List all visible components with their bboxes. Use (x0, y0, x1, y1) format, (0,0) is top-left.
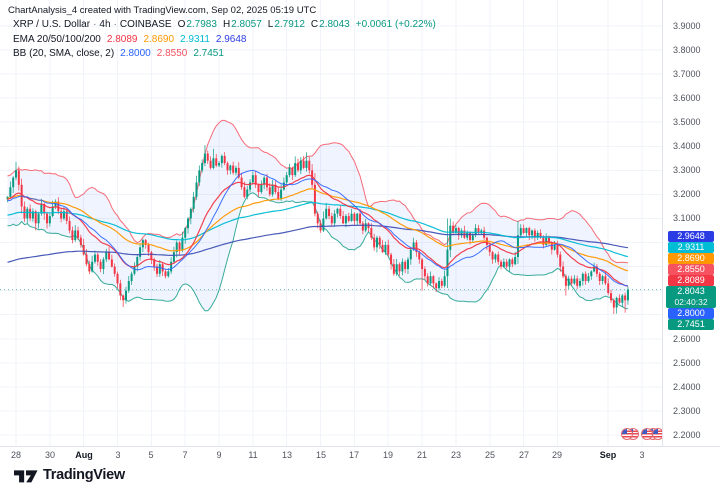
separator: · (113, 19, 117, 30)
economic-event-flag-icon[interactable] (621, 428, 633, 440)
time-tick: Aug (75, 450, 93, 460)
symbol-name: XRP / U.S. Dollar (13, 19, 91, 30)
bb-indicator-label: BB (20, SMA, close, 2) (13, 48, 115, 59)
ohlc-key: O (177, 19, 186, 30)
time-axis[interactable]: 28 30 Aug 3 5 7 9 11 13 15 17 19 21 23 25 27 29 Sep 3 (0, 446, 720, 464)
price-tick: 2.5000 (673, 358, 701, 368)
time-tick: 17 (348, 450, 360, 460)
ohlc-value: 2.7983 (186, 19, 217, 30)
bb-value: 2.7451 (193, 48, 224, 59)
time-tick: 30 (44, 450, 56, 460)
time-tick: Sep (599, 450, 617, 460)
price-change: +0.0061 (+0.22%) (355, 19, 436, 30)
price-tick: 3.2000 (673, 189, 701, 199)
price-chart[interactable] (0, 0, 662, 446)
time-tick: 23 (450, 450, 462, 460)
ema100-price-label: 2.9311 (668, 242, 714, 253)
bb-legend-row: BB (20, SMA, close, 2) 2.8000 2.8550 2.7451 (13, 48, 224, 59)
exchange-name: COINBASE (119, 19, 172, 30)
current-price-label: 2.8043 02:40:32 (666, 286, 716, 308)
time-tick: 21 (416, 450, 428, 460)
tradingview-logo[interactable]: TradingView (14, 467, 125, 483)
economic-event-flag-icon[interactable] (652, 428, 664, 440)
price-tick: 3.5000 (673, 117, 701, 127)
ema20-price-label: 2.8089 (668, 275, 714, 286)
time-tick: 3 (639, 450, 645, 460)
time-tick: 5 (148, 450, 154, 460)
price-tick: 2.6000 (673, 334, 701, 344)
bb-lower-price-label: 2.7451 (668, 319, 714, 330)
time-tick: 3 (115, 450, 121, 460)
chart-meta-line: ChartAnalysis_4 created with TradingView… (8, 5, 317, 16)
time-tick: 9 (216, 450, 222, 460)
price-tick: 3.1000 (673, 213, 701, 223)
bar-countdown: 02:40:32 (674, 297, 708, 307)
ema-indicator-label: EMA 20/50/100/200 (13, 34, 101, 45)
ema-value: 2.8690 (143, 34, 175, 45)
ohlc-key: H (222, 19, 231, 30)
separator: · (93, 19, 97, 30)
time-tick: 25 (484, 450, 496, 460)
tradingview-logo-icon (14, 470, 38, 483)
price-tick: 2.3000 (673, 406, 701, 416)
ohlc-value: 2.7912 (274, 19, 305, 30)
ema200-price-label: 2.9648 (668, 231, 714, 242)
ema-value: 2.9311 (180, 34, 210, 45)
price-tick: 3.9000 (673, 21, 701, 31)
time-tick: 7 (182, 450, 188, 460)
price-tick: 3.4000 (673, 141, 701, 151)
chart-interval: 4h (99, 19, 111, 30)
ohlc-key: L (267, 19, 274, 30)
ema-value: 2.8089 (106, 34, 138, 45)
price-axis[interactable]: 3.9000 3.8000 3.7000 3.6000 3.5000 3.4000 3.30… (662, 0, 720, 446)
ema-value: 2.9648 (215, 34, 247, 45)
ema50-price-label: 2.8690 (668, 253, 714, 264)
bb-value: 2.8550 (156, 48, 188, 59)
time-tick: 15 (315, 450, 327, 460)
tradingview-logo-text: TradingView (43, 467, 125, 483)
ohlc-value: 2.8057 (231, 19, 262, 30)
bb-upper-price-label: 2.8550 (668, 264, 714, 275)
bb-basis-price-label: 2.8000 (668, 308, 714, 319)
price-tick: 3.8000 (673, 45, 701, 55)
time-tick: 11 (248, 450, 258, 460)
current-price-value: 2.8043 (677, 286, 705, 296)
ohlc-value: 2.8043 (319, 19, 350, 30)
ohlc-key: C (310, 19, 319, 30)
time-tick: 13 (281, 450, 293, 460)
time-tick: 19 (382, 450, 394, 460)
time-tick: 29 (551, 450, 563, 460)
bb-value: 2.8000 (120, 48, 151, 59)
time-tick: 28 (10, 450, 22, 460)
footer: TradingView (0, 463, 720, 491)
symbol-legend-row: XRP / U.S. Dollar · 4h · COINBASE O2.7983 H2.8… (13, 19, 436, 30)
ema-legend-row: EMA 20/50/100/200 2.8089 2.8690 2.9311 2.964… (13, 34, 246, 45)
time-tick: 27 (518, 450, 530, 460)
price-tick: 2.2000 (673, 430, 701, 440)
price-tick: 2.4000 (673, 382, 701, 392)
price-tick: 3.7000 (673, 69, 701, 79)
price-tick: 3.6000 (673, 93, 701, 103)
price-tick: 3.3000 (673, 165, 701, 175)
